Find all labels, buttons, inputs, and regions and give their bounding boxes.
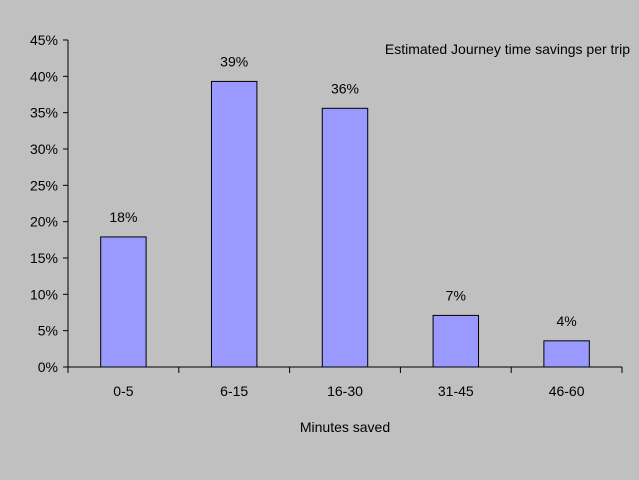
y-tick-label: 10%: [30, 286, 58, 302]
bar-46-60: [543, 340, 590, 368]
bar-6-15: [210, 80, 258, 368]
y-tick-label: 5%: [38, 323, 58, 339]
y-tick-label: 45%: [30, 32, 58, 48]
data-label: 36%: [331, 80, 359, 96]
bar-31-45: [432, 314, 480, 368]
data-label: 18%: [109, 209, 137, 225]
x-axis-title: Minutes saved: [300, 419, 390, 435]
y-tick-label: 25%: [30, 177, 58, 193]
data-label: 4%: [556, 313, 576, 329]
x-tick-label: 31-45: [438, 383, 474, 399]
y-tick-label: 15%: [30, 250, 58, 266]
y-tick-label: 20%: [30, 214, 58, 230]
x-tick-label: 46-60: [549, 383, 585, 399]
chart-title: Estimated Journey time savings per trip: [385, 41, 630, 57]
y-tick-label: 35%: [30, 105, 58, 121]
x-tick-label: 16-30: [327, 383, 363, 399]
y-tick-label: 0%: [38, 359, 58, 375]
x-axis: 0-5 6-15 16-30 31-45 46-60: [67, 366, 623, 399]
data-labels: 18% 39% 36% 7% 4%: [109, 53, 576, 328]
data-label: 39%: [220, 53, 248, 69]
bar-0-5: [100, 236, 147, 368]
data-label: 7%: [446, 287, 466, 303]
x-tick-label: 6-15: [220, 383, 248, 399]
x-tick-label: 0-5: [113, 383, 133, 399]
y-tick-label: 30%: [30, 141, 58, 157]
y-axis: 0% 5% 10% 15% 20% 25% 30% 35% 40% 45%: [30, 32, 69, 375]
bar-16-30: [321, 107, 369, 368]
bars: [100, 80, 590, 368]
y-tick-label: 40%: [30, 68, 58, 84]
